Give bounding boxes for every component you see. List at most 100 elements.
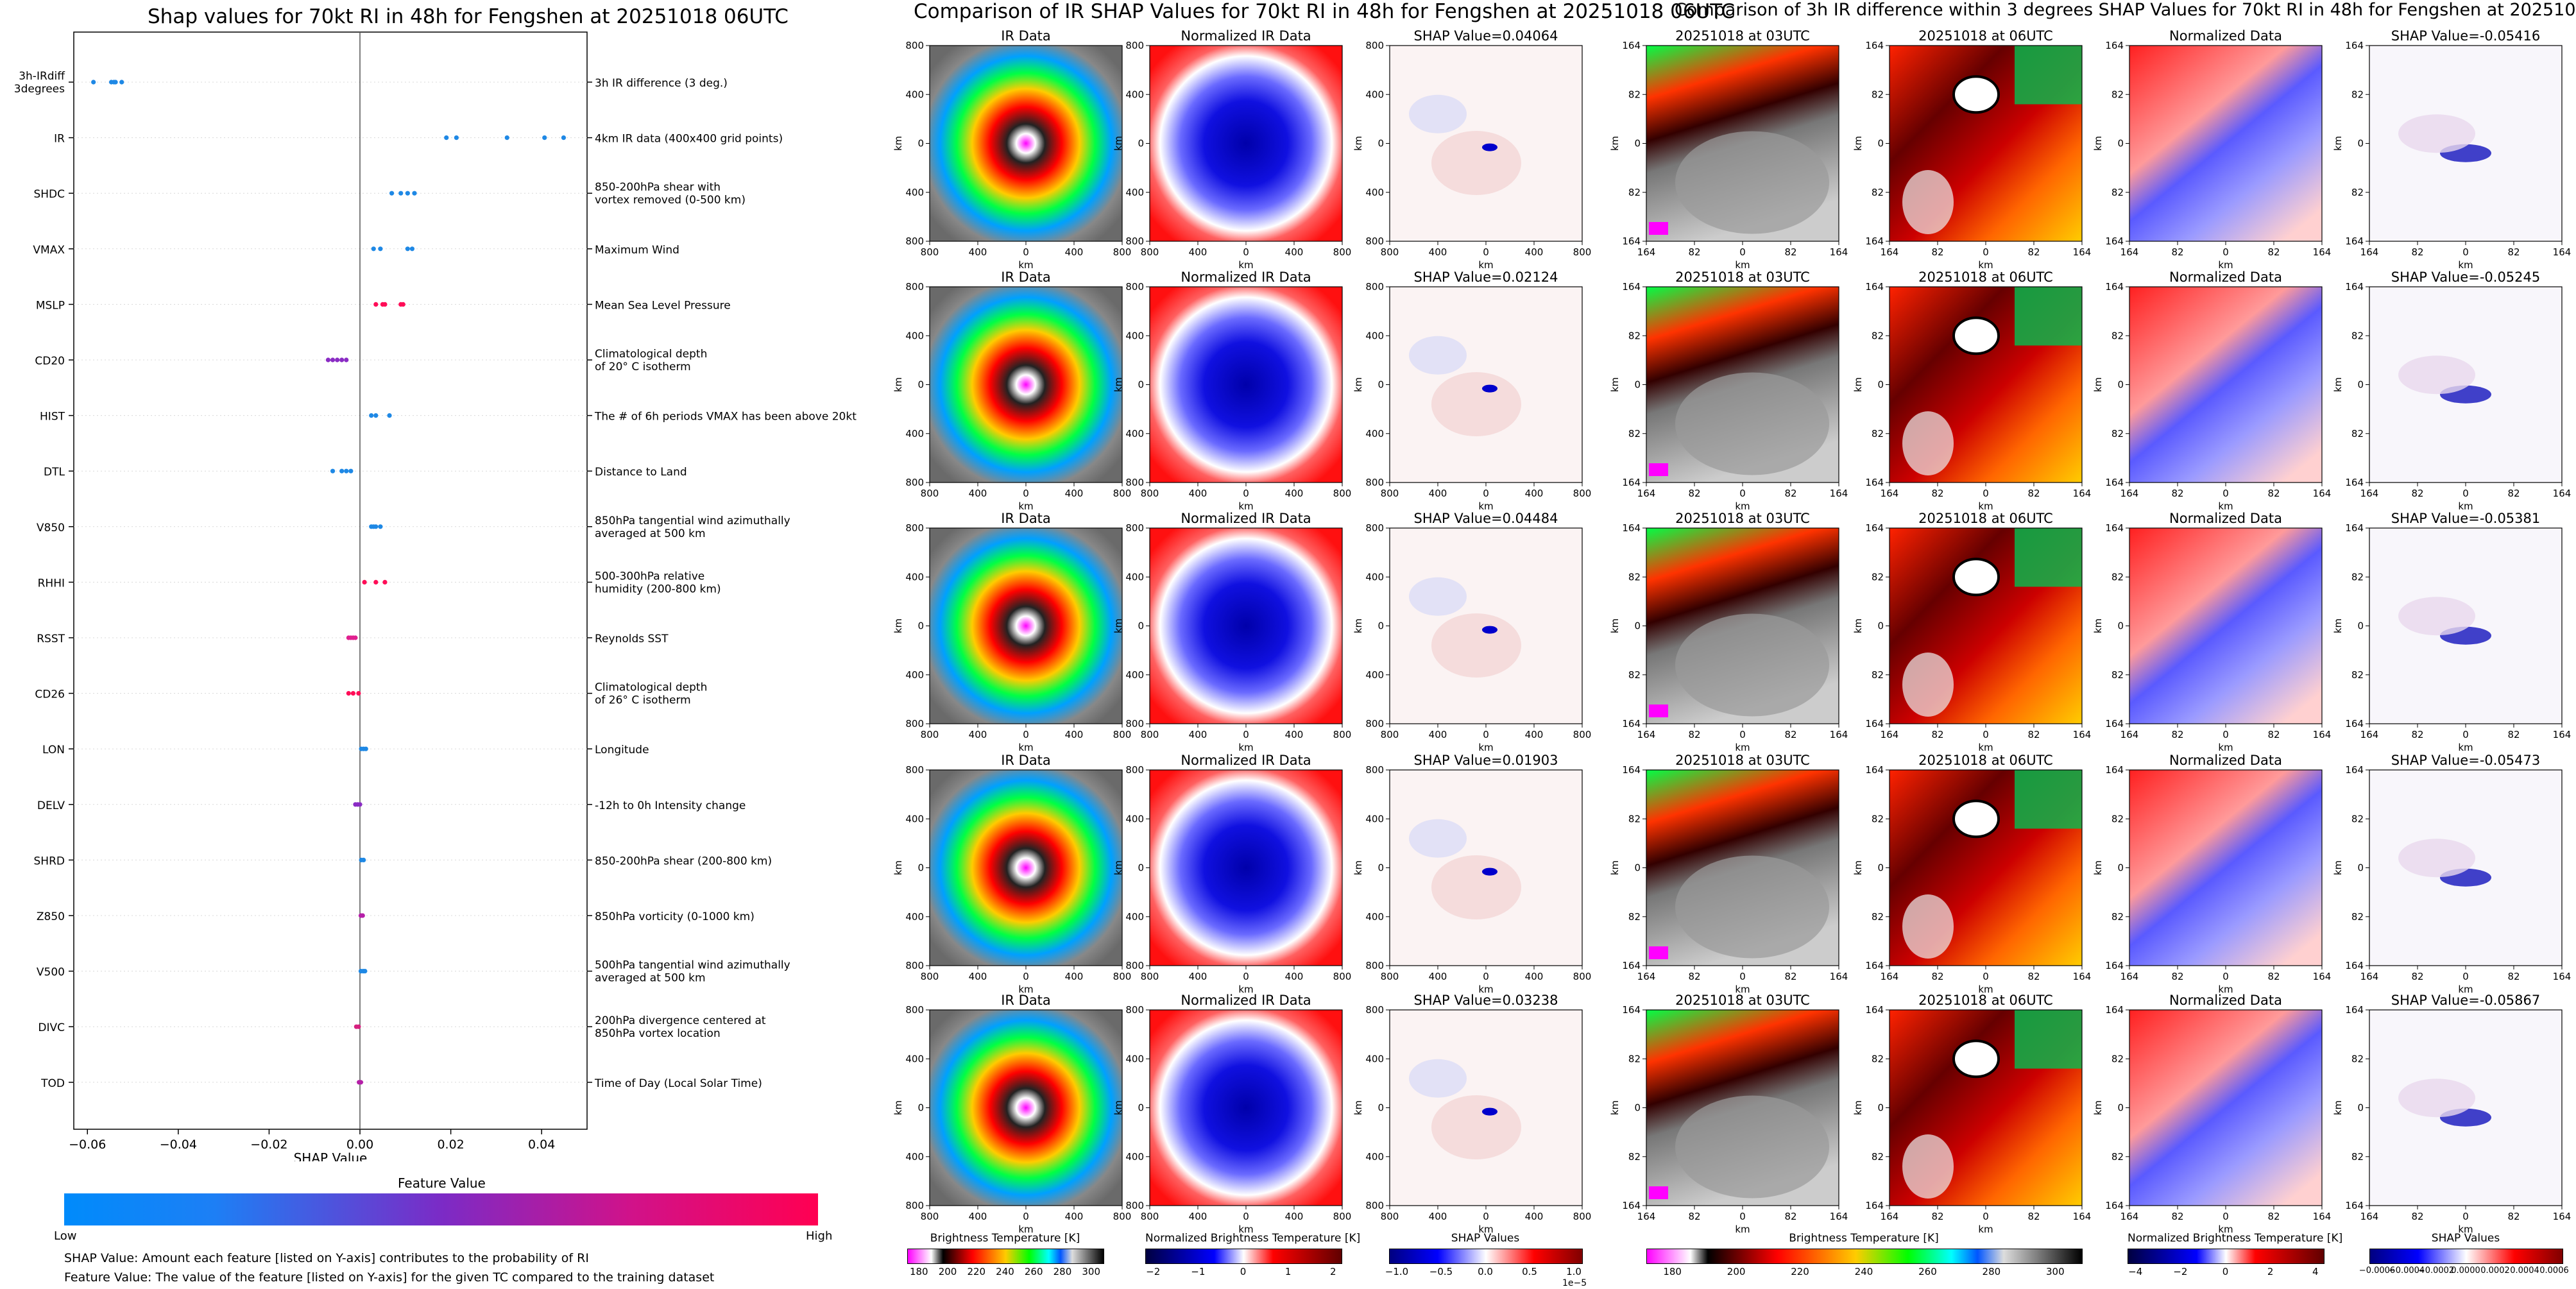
- x-tick-label: 164: [2120, 1211, 2139, 1222]
- y-tick-label: 82: [1628, 669, 1641, 681]
- image-panel: SHAP Value=0.044848008004004000040040080…: [1352, 511, 1591, 753]
- y-tick-label: 800: [1125, 522, 1144, 534]
- x-axis-label: km: [1735, 500, 1750, 512]
- feature-description-label: Longitude: [595, 744, 649, 756]
- y-axis-label: km: [2332, 619, 2344, 633]
- x-tick-label: 82: [1931, 729, 1943, 740]
- x-tick-label: 0: [1483, 971, 1489, 982]
- panel-title: Normalized Data: [2169, 753, 2282, 768]
- image-panel: SHAP Value=-0.05245164164828200828216416…: [2332, 269, 2571, 512]
- colorbar-tick-label: 200: [938, 1266, 957, 1277]
- ir-diff-comparison-title: Comparison of 3h IR difference within 3 …: [1675, 0, 2576, 20]
- y-tick-label: 82: [2351, 89, 2364, 100]
- shap-point: [339, 468, 345, 474]
- diff-normalized-image: [2129, 528, 2322, 724]
- x-tick-label: 164: [2360, 246, 2379, 258]
- x-tick-label: 82: [2027, 1211, 2040, 1222]
- panel-title: SHAP Value=0.04484: [1414, 511, 1558, 526]
- shap-point: [119, 80, 124, 85]
- x-tick-label: 800: [1381, 488, 1399, 499]
- feature-name-label: Z850: [37, 910, 65, 923]
- feature-name-label: DELV: [37, 799, 65, 812]
- colorbar-label: SHAP Values: [1451, 1232, 1520, 1245]
- x-tick-label: 164: [2553, 1211, 2572, 1222]
- panel-title: 20251018 at 06UTC: [1918, 28, 2053, 44]
- y-axis-label: km: [892, 377, 904, 392]
- x-tick-label: 82: [1784, 488, 1796, 499]
- y-tick-label: 400: [1365, 1151, 1384, 1163]
- x-tick-label: 800: [1141, 971, 1159, 982]
- shap-point: [335, 357, 340, 363]
- y-axis-label: km: [892, 619, 904, 633]
- y-tick-label: 400: [905, 669, 924, 681]
- x-tick-label: 82: [2411, 1211, 2423, 1222]
- colorbar-tick-label: 280: [1982, 1266, 2001, 1277]
- shap-point: [363, 969, 368, 974]
- x-tick-label: 800: [1333, 1211, 1352, 1222]
- shap-point: [113, 80, 118, 85]
- y-axis-label: km: [1852, 136, 1864, 151]
- y-axis-label: km: [2092, 1100, 2104, 1115]
- feature-name-labels: 3h-IRdiff 3degrees IR SHDC VMAX MSLP CD20 HIST D…: [14, 70, 74, 1090]
- x-tick-label: 82: [1931, 488, 1943, 499]
- panel-title: Normalized IR Data: [1181, 753, 1311, 768]
- shap-point: [344, 357, 349, 363]
- y-tick-label: 82: [1628, 428, 1641, 440]
- y-tick-label: 0: [1138, 862, 1144, 874]
- y-tick-label: 400: [1365, 187, 1384, 198]
- summary-gridlines: [74, 81, 587, 1083]
- colorbar-tick-label: 180: [1663, 1266, 1682, 1277]
- ir-image: [930, 287, 1122, 482]
- x-tick-label: 0: [1983, 488, 1989, 499]
- panel-title: IR Data: [1001, 993, 1051, 1008]
- shap-points: [91, 80, 567, 1085]
- y-tick-label: 164: [1865, 718, 1884, 730]
- x-axis-label: km: [2218, 984, 2233, 995]
- y-tick-label: 400: [1125, 187, 1144, 198]
- feature-description-label: 500hPa tangential wind azimuthally averag…: [595, 959, 790, 985]
- x-axis-label: km: [1018, 1224, 1033, 1235]
- shap-point: [409, 246, 415, 252]
- y-tick-label: 82: [2111, 330, 2124, 341]
- x-tick-label: 0: [2462, 1211, 2469, 1222]
- x-tick-label: 164: [1830, 246, 1848, 258]
- x-tick-label: 82: [2267, 1211, 2280, 1222]
- y-tick-label: 82: [2111, 1151, 2124, 1163]
- x-tick-label: 82: [1688, 246, 1700, 258]
- shap-point: [373, 413, 379, 418]
- shap-point: [325, 357, 331, 363]
- diff-normalized-image: [2129, 770, 2322, 966]
- colorbar-tick-label: 220: [1791, 1266, 1809, 1277]
- panel-title: SHAP Value=0.02124: [1414, 269, 1558, 285]
- y-tick-label: 164: [2105, 1200, 2124, 1211]
- y-tick-label: 0: [1138, 379, 1144, 391]
- feature-name-label: CD20: [35, 355, 65, 368]
- y-tick-label: 400: [1125, 571, 1144, 583]
- x-tick-label: 82: [2171, 246, 2183, 258]
- x-tick-label: 82: [2411, 246, 2423, 258]
- y-axis-label: km: [2092, 136, 2104, 151]
- panel-title: IR Data: [1001, 269, 1051, 285]
- x-axis-label: km: [1478, 984, 1493, 995]
- x-tick-label: 82: [2507, 1211, 2520, 1222]
- image-panel: 20251018 at 06UTC1641648282008282164164k…: [1852, 269, 2091, 512]
- panel-title: SHAP Value=-0.05416: [2391, 28, 2541, 44]
- x-axis-label: km: [2458, 742, 2473, 753]
- y-tick-label: 164: [1622, 40, 1641, 51]
- y-tick-label: 800: [1365, 477, 1384, 488]
- x-tick-label: 400: [1189, 729, 1207, 740]
- feature-name-label: RHHI: [38, 577, 65, 590]
- x-axis-label: km: [1238, 259, 1253, 271]
- colorbar-tick-label: 2: [2267, 1266, 2274, 1277]
- y-axis-label: km: [1352, 1100, 1364, 1115]
- image-panel: 20251018 at 06UTC1641648282008282164164k…: [1852, 511, 2091, 753]
- x-tick-label: 82: [2267, 729, 2280, 740]
- shap-point: [382, 302, 388, 307]
- y-tick-label: 82: [1872, 1053, 1884, 1064]
- panel-title: SHAP Value=-0.05245: [2391, 269, 2541, 285]
- x-axis-label: km: [1735, 984, 1750, 995]
- feature-name-label: HIST: [40, 411, 65, 423]
- panel-title: 20251018 at 03UTC: [1675, 511, 1810, 526]
- ir-image: [930, 770, 1122, 966]
- feature-description-label: Maximum Wind: [595, 244, 679, 257]
